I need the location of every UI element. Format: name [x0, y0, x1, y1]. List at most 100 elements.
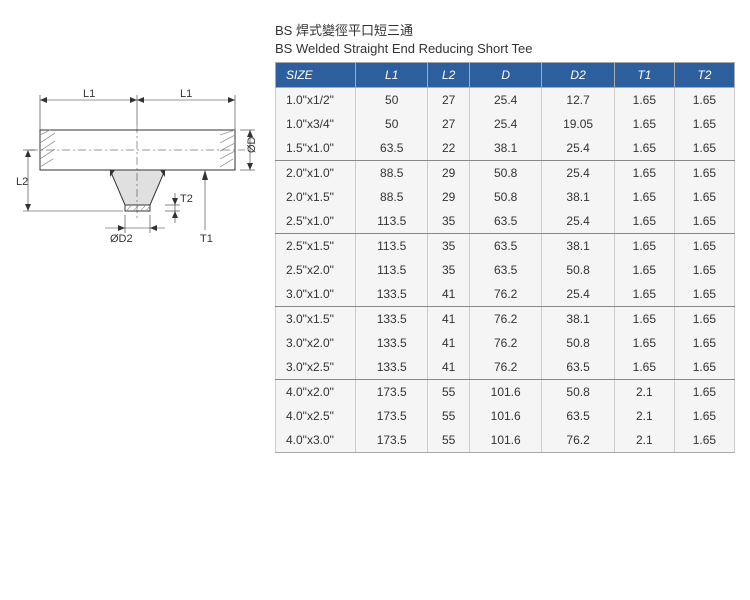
cell-D2: 25.4 [542, 161, 614, 186]
cell-D: 63.5 [469, 234, 541, 259]
cell-D2: 12.7 [542, 88, 614, 113]
table-row: 2.5"x1.0"113.53563.525.41.651.65 [276, 209, 735, 234]
col-D: D [469, 63, 541, 88]
cell-L2: 55 [428, 404, 470, 428]
table-row: 4.0"x2.0"173.555101.650.82.11.65 [276, 380, 735, 405]
table-row: 3.0"x2.5"133.54176.263.51.651.65 [276, 355, 735, 380]
cell-T2: 1.65 [674, 88, 734, 113]
table-row: 4.0"x3.0"173.555101.676.22.11.65 [276, 428, 735, 453]
cell-L2: 29 [428, 161, 470, 186]
cell-L1: 88.5 [356, 161, 428, 186]
cell-D2: 50.8 [542, 331, 614, 355]
cell-L2: 55 [428, 428, 470, 453]
cell-L2: 29 [428, 185, 470, 209]
cell-D: 25.4 [469, 88, 541, 113]
cell-size: 1.5"x1.0" [276, 136, 356, 161]
dim-D2: ØD2 [110, 233, 133, 245]
cell-T2: 1.65 [674, 282, 734, 307]
table-row: 1.5"x1.0"63.52238.125.41.651.65 [276, 136, 735, 161]
cell-D2: 63.5 [542, 355, 614, 380]
cell-L1: 133.5 [356, 331, 428, 355]
cell-L1: 133.5 [356, 355, 428, 380]
cell-T1: 1.65 [614, 282, 674, 307]
cell-T2: 1.65 [674, 234, 734, 259]
cell-D: 50.8 [469, 161, 541, 186]
cell-L1: 173.5 [356, 428, 428, 453]
cell-L2: 27 [428, 112, 470, 136]
col-T2: T2 [674, 63, 734, 88]
cell-L2: 22 [428, 136, 470, 161]
spec-table: SIZE L1 L2 D D2 T1 T2 1.0"x1/2"502725.41… [275, 62, 735, 453]
cell-L1: 133.5 [356, 282, 428, 307]
cell-T2: 1.65 [674, 161, 734, 186]
title-english: BS Welded Straight End Reducing Short Te… [275, 40, 533, 58]
cell-T1: 1.65 [614, 307, 674, 332]
cell-size: 4.0"x2.0" [276, 380, 356, 405]
cell-T1: 1.65 [614, 112, 674, 136]
dim-T2: T2 [180, 193, 193, 205]
cell-D: 63.5 [469, 209, 541, 234]
cell-L1: 50 [356, 112, 428, 136]
cell-D2: 76.2 [542, 428, 614, 453]
cell-L1: 133.5 [356, 307, 428, 332]
cell-L2: 41 [428, 331, 470, 355]
cell-size: 3.0"x2.5" [276, 355, 356, 380]
cell-T1: 1.65 [614, 234, 674, 259]
table-header-row: SIZE L1 L2 D D2 T1 T2 [276, 63, 735, 88]
table-row: 2.0"x1.5"88.52950.838.11.651.65 [276, 185, 735, 209]
cell-size: 2.5"x1.5" [276, 234, 356, 259]
cell-L2: 27 [428, 88, 470, 113]
cell-D2: 25.4 [542, 209, 614, 234]
table-row: 2.0"x1.0"88.52950.825.41.651.65 [276, 161, 735, 186]
cell-D: 63.5 [469, 258, 541, 282]
cell-T2: 1.65 [674, 307, 734, 332]
table-row: 2.5"x1.5"113.53563.538.11.651.65 [276, 234, 735, 259]
cell-L1: 113.5 [356, 234, 428, 259]
col-L2: L2 [428, 63, 470, 88]
cell-D: 76.2 [469, 282, 541, 307]
cell-size: 2.5"x2.0" [276, 258, 356, 282]
cell-D2: 25.4 [542, 136, 614, 161]
cell-T2: 1.65 [674, 404, 734, 428]
table-row: 1.0"x1/2"502725.412.71.651.65 [276, 88, 735, 113]
cell-L1: 63.5 [356, 136, 428, 161]
col-D2: D2 [542, 63, 614, 88]
title-chinese: BS 焊式變徑平口短三通 [275, 22, 533, 40]
cell-D2: 25.4 [542, 282, 614, 307]
cell-L2: 41 [428, 307, 470, 332]
cell-L1: 88.5 [356, 185, 428, 209]
cell-T2: 1.65 [674, 112, 734, 136]
cell-D2: 38.1 [542, 234, 614, 259]
cell-L2: 35 [428, 258, 470, 282]
col-L1: L1 [356, 63, 428, 88]
cell-T1: 1.65 [614, 331, 674, 355]
dim-L1-right: L1 [180, 88, 192, 100]
cell-size: 2.5"x1.0" [276, 209, 356, 234]
col-T1: T1 [614, 63, 674, 88]
cell-T1: 1.65 [614, 258, 674, 282]
table-row: 3.0"x1.5"133.54176.238.11.651.65 [276, 307, 735, 332]
cell-D2: 63.5 [542, 404, 614, 428]
table-row: 2.5"x2.0"113.53563.550.81.651.65 [276, 258, 735, 282]
cell-D: 76.2 [469, 331, 541, 355]
cell-L1: 173.5 [356, 380, 428, 405]
dim-L2: L2 [16, 176, 28, 188]
cell-L2: 41 [428, 355, 470, 380]
cell-T2: 1.65 [674, 380, 734, 405]
table-row: 1.0"x3/4"502725.419.051.651.65 [276, 112, 735, 136]
dim-T1: T1 [200, 233, 213, 245]
cell-D: 101.6 [469, 380, 541, 405]
cell-T1: 1.65 [614, 185, 674, 209]
spec-table-wrap: SIZE L1 L2 D D2 T1 T2 1.0"x1/2"502725.41… [275, 62, 735, 453]
cell-L2: 41 [428, 282, 470, 307]
cell-size: 3.0"x2.0" [276, 331, 356, 355]
cell-D2: 38.1 [542, 185, 614, 209]
cell-L2: 35 [428, 209, 470, 234]
cell-T2: 1.65 [674, 428, 734, 453]
table-row: 4.0"x2.5"173.555101.663.52.11.65 [276, 404, 735, 428]
cell-T2: 1.65 [674, 136, 734, 161]
table-row: 3.0"x2.0"133.54176.250.81.651.65 [276, 331, 735, 355]
cell-size: 2.0"x1.0" [276, 161, 356, 186]
cell-D: 76.2 [469, 307, 541, 332]
cell-L1: 113.5 [356, 209, 428, 234]
